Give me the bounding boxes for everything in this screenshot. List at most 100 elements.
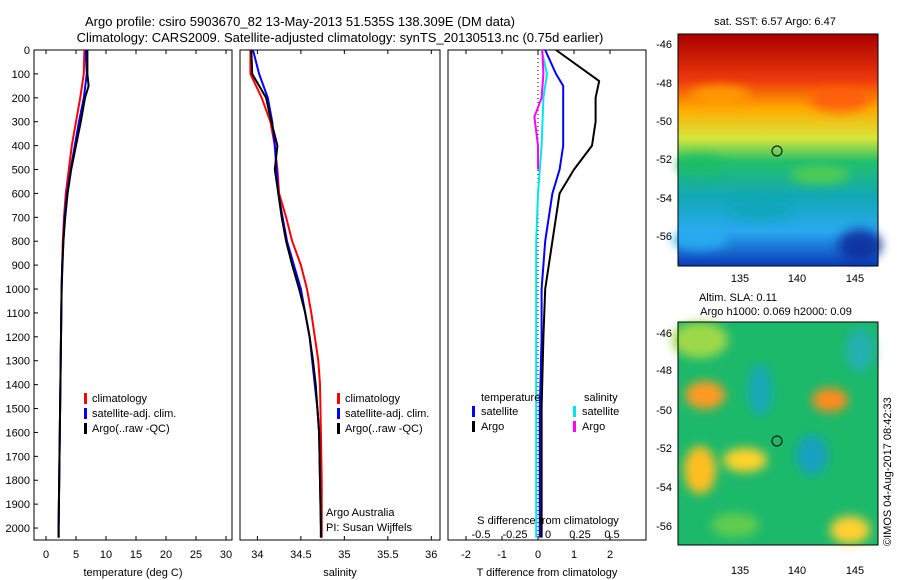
depth-tick-label: 1800 xyxy=(6,475,30,487)
legend-label-climatology: climatology xyxy=(92,393,148,405)
difference-panel: -2 -1 0 1 2 temperature salinity satellite A… xyxy=(447,49,647,579)
series-line-temperature-satellite xyxy=(538,49,565,538)
map-lon-tick: 135 xyxy=(731,273,749,285)
depth-tick-label: 1100 xyxy=(6,308,30,320)
depth-tick-label: 0 xyxy=(24,45,30,57)
map-lon-tick: 140 xyxy=(788,273,806,285)
sst-map-field xyxy=(678,34,878,266)
difference-axis-ticks: -2 -1 0 1 2 xyxy=(461,50,613,561)
depth-tick-label: 1700 xyxy=(6,451,30,463)
series-line-argo-raw-qc xyxy=(250,49,322,538)
sst-patch xyxy=(690,85,750,105)
legend-label-argo: Argo(..raw -QC) xyxy=(92,423,170,435)
map-lat-tick: -54 xyxy=(656,482,672,494)
sst-map-frame xyxy=(677,33,879,267)
depth-tick-label: 1400 xyxy=(6,380,30,392)
x-tick-label: 10 xyxy=(100,549,112,561)
sla-patch xyxy=(672,322,728,358)
depth-tick-label: 1000 xyxy=(6,284,30,296)
depth-tick-label: 600 xyxy=(12,188,30,200)
map-lat-tick: -52 xyxy=(656,443,672,455)
temperature-axis-label: temperature (deg C) xyxy=(83,567,182,579)
depth-tick-label: 800 xyxy=(12,236,30,248)
x-tick-label: 1 xyxy=(571,549,577,561)
map-lat-tick: -48 xyxy=(656,78,672,90)
x-tick-label: -2 xyxy=(461,549,471,561)
depth-tick-label: 1900 xyxy=(6,499,30,511)
sst-patch xyxy=(672,230,728,250)
legend-swatch-satellite-adj xyxy=(337,408,340,419)
sst-map-title: sat. SST: 6.57 Argo: 6.47 xyxy=(714,16,836,28)
credit-pi: PI: Susan Wijffels xyxy=(326,522,412,534)
legend-label-s-argo: Argo xyxy=(582,421,605,433)
legend-title-salinity: salinity xyxy=(584,392,618,404)
series-line-argo-raw-qc xyxy=(57,50,90,538)
temperature-legend: climatology satellite-adj. clim. Argo(..… xyxy=(84,393,176,435)
temperature-axis-ticks: 0 5 10 15 20 25 30 xyxy=(43,50,232,561)
sla-patch xyxy=(684,446,716,494)
depth-tick-label: 900 xyxy=(12,260,30,272)
temperature-series xyxy=(57,49,90,538)
legend-swatch-argo xyxy=(84,423,87,434)
depth-tick-label: 300 xyxy=(12,117,30,129)
argo-float-marker xyxy=(771,435,783,447)
depth-tick-label: 1200 xyxy=(6,332,30,344)
sst-patch xyxy=(726,200,794,220)
sla-patch xyxy=(711,513,759,537)
sst-map-texture xyxy=(672,85,882,261)
sst-patch xyxy=(810,88,870,112)
legend-swatch-satellite-adj xyxy=(84,408,87,419)
legend-swatch-s-argo xyxy=(573,421,576,432)
series-line-salinity-argo xyxy=(533,49,545,170)
sla-map-field xyxy=(678,322,878,545)
depth-axis-ticks: 0 100 200 300 400 500 600 700 800 900 1000 1100 1200… xyxy=(6,45,38,535)
sla-patch xyxy=(723,448,767,472)
sla-map-title-line1: Altim. SLA: 0.11 xyxy=(699,292,777,304)
map-lat-tick: -48 xyxy=(656,365,672,377)
depth-tick-label: 100 xyxy=(12,69,30,81)
sst-patch xyxy=(676,155,724,175)
figure-title-line1: Argo profile: csiro 5903670_82 13-May-20… xyxy=(85,14,515,29)
difference-legend: temperature salinity satellite Argo sate… xyxy=(472,392,619,433)
map-lon-tick: 145 xyxy=(846,565,864,577)
salinity-series xyxy=(249,49,323,538)
s-tick-label: 0 xyxy=(545,529,551,541)
x-tick-label: 35 xyxy=(338,549,350,561)
legend-label-s-satellite: satellite xyxy=(582,406,619,418)
argo-float-marker xyxy=(771,145,783,157)
legend-label-satellite-adj: satellite-adj. clim. xyxy=(92,408,176,420)
s-tick-label: 0.25 xyxy=(569,529,590,541)
x-tick-label: 0 xyxy=(535,549,541,561)
s-tick-label: -0.25 xyxy=(502,529,527,541)
sla-patch xyxy=(846,328,874,372)
x-tick-label: 35.5 xyxy=(377,549,398,561)
x-tick-label: 0 xyxy=(43,549,49,561)
legend-label-satellite-adj: satellite-adj. clim. xyxy=(345,408,429,420)
x-tick-label: -1 xyxy=(497,549,507,561)
sst-patch xyxy=(838,229,882,261)
x-tick-label: 34 xyxy=(251,549,263,561)
map-lat-tick: -52 xyxy=(656,154,672,166)
credit-agency: Argo Australia xyxy=(326,507,395,519)
map-lat-tick: -56 xyxy=(656,231,672,243)
series-line-temperature-argo xyxy=(540,49,601,538)
map-lat-tick: -56 xyxy=(656,521,672,533)
salinity-axis-label: salinity xyxy=(323,567,357,579)
temperature-panel: 0100200300400500600700800900100011001200… xyxy=(6,45,233,579)
t-difference-axis-label: T difference from climatology xyxy=(477,567,618,579)
legend-swatch-climatology xyxy=(337,393,340,404)
map-lat-tick: -54 xyxy=(656,193,672,205)
map-lat-tick: -50 xyxy=(656,116,672,128)
series-line-salinity-satellite xyxy=(535,49,548,538)
x-tick-label: 5 xyxy=(73,549,79,561)
depth-tick-label: 1300 xyxy=(6,356,30,368)
legend-swatch-t-satellite xyxy=(472,406,475,417)
legend-label-climatology: climatology xyxy=(345,393,401,405)
figure-title-line2: Climatology: CARS2009. Satellite-adjuste… xyxy=(77,30,604,45)
x-tick-label: 34.5 xyxy=(290,549,311,561)
sst-map: sat. SST: 6.57 Argo: 6.47 -46 -48 -50 -5… xyxy=(656,16,882,285)
map-lon-tick: 135 xyxy=(731,565,749,577)
temperature-plot-frame xyxy=(33,49,233,541)
depth-tick-label: 500 xyxy=(12,165,30,177)
map-lon-tick: 140 xyxy=(788,565,806,577)
